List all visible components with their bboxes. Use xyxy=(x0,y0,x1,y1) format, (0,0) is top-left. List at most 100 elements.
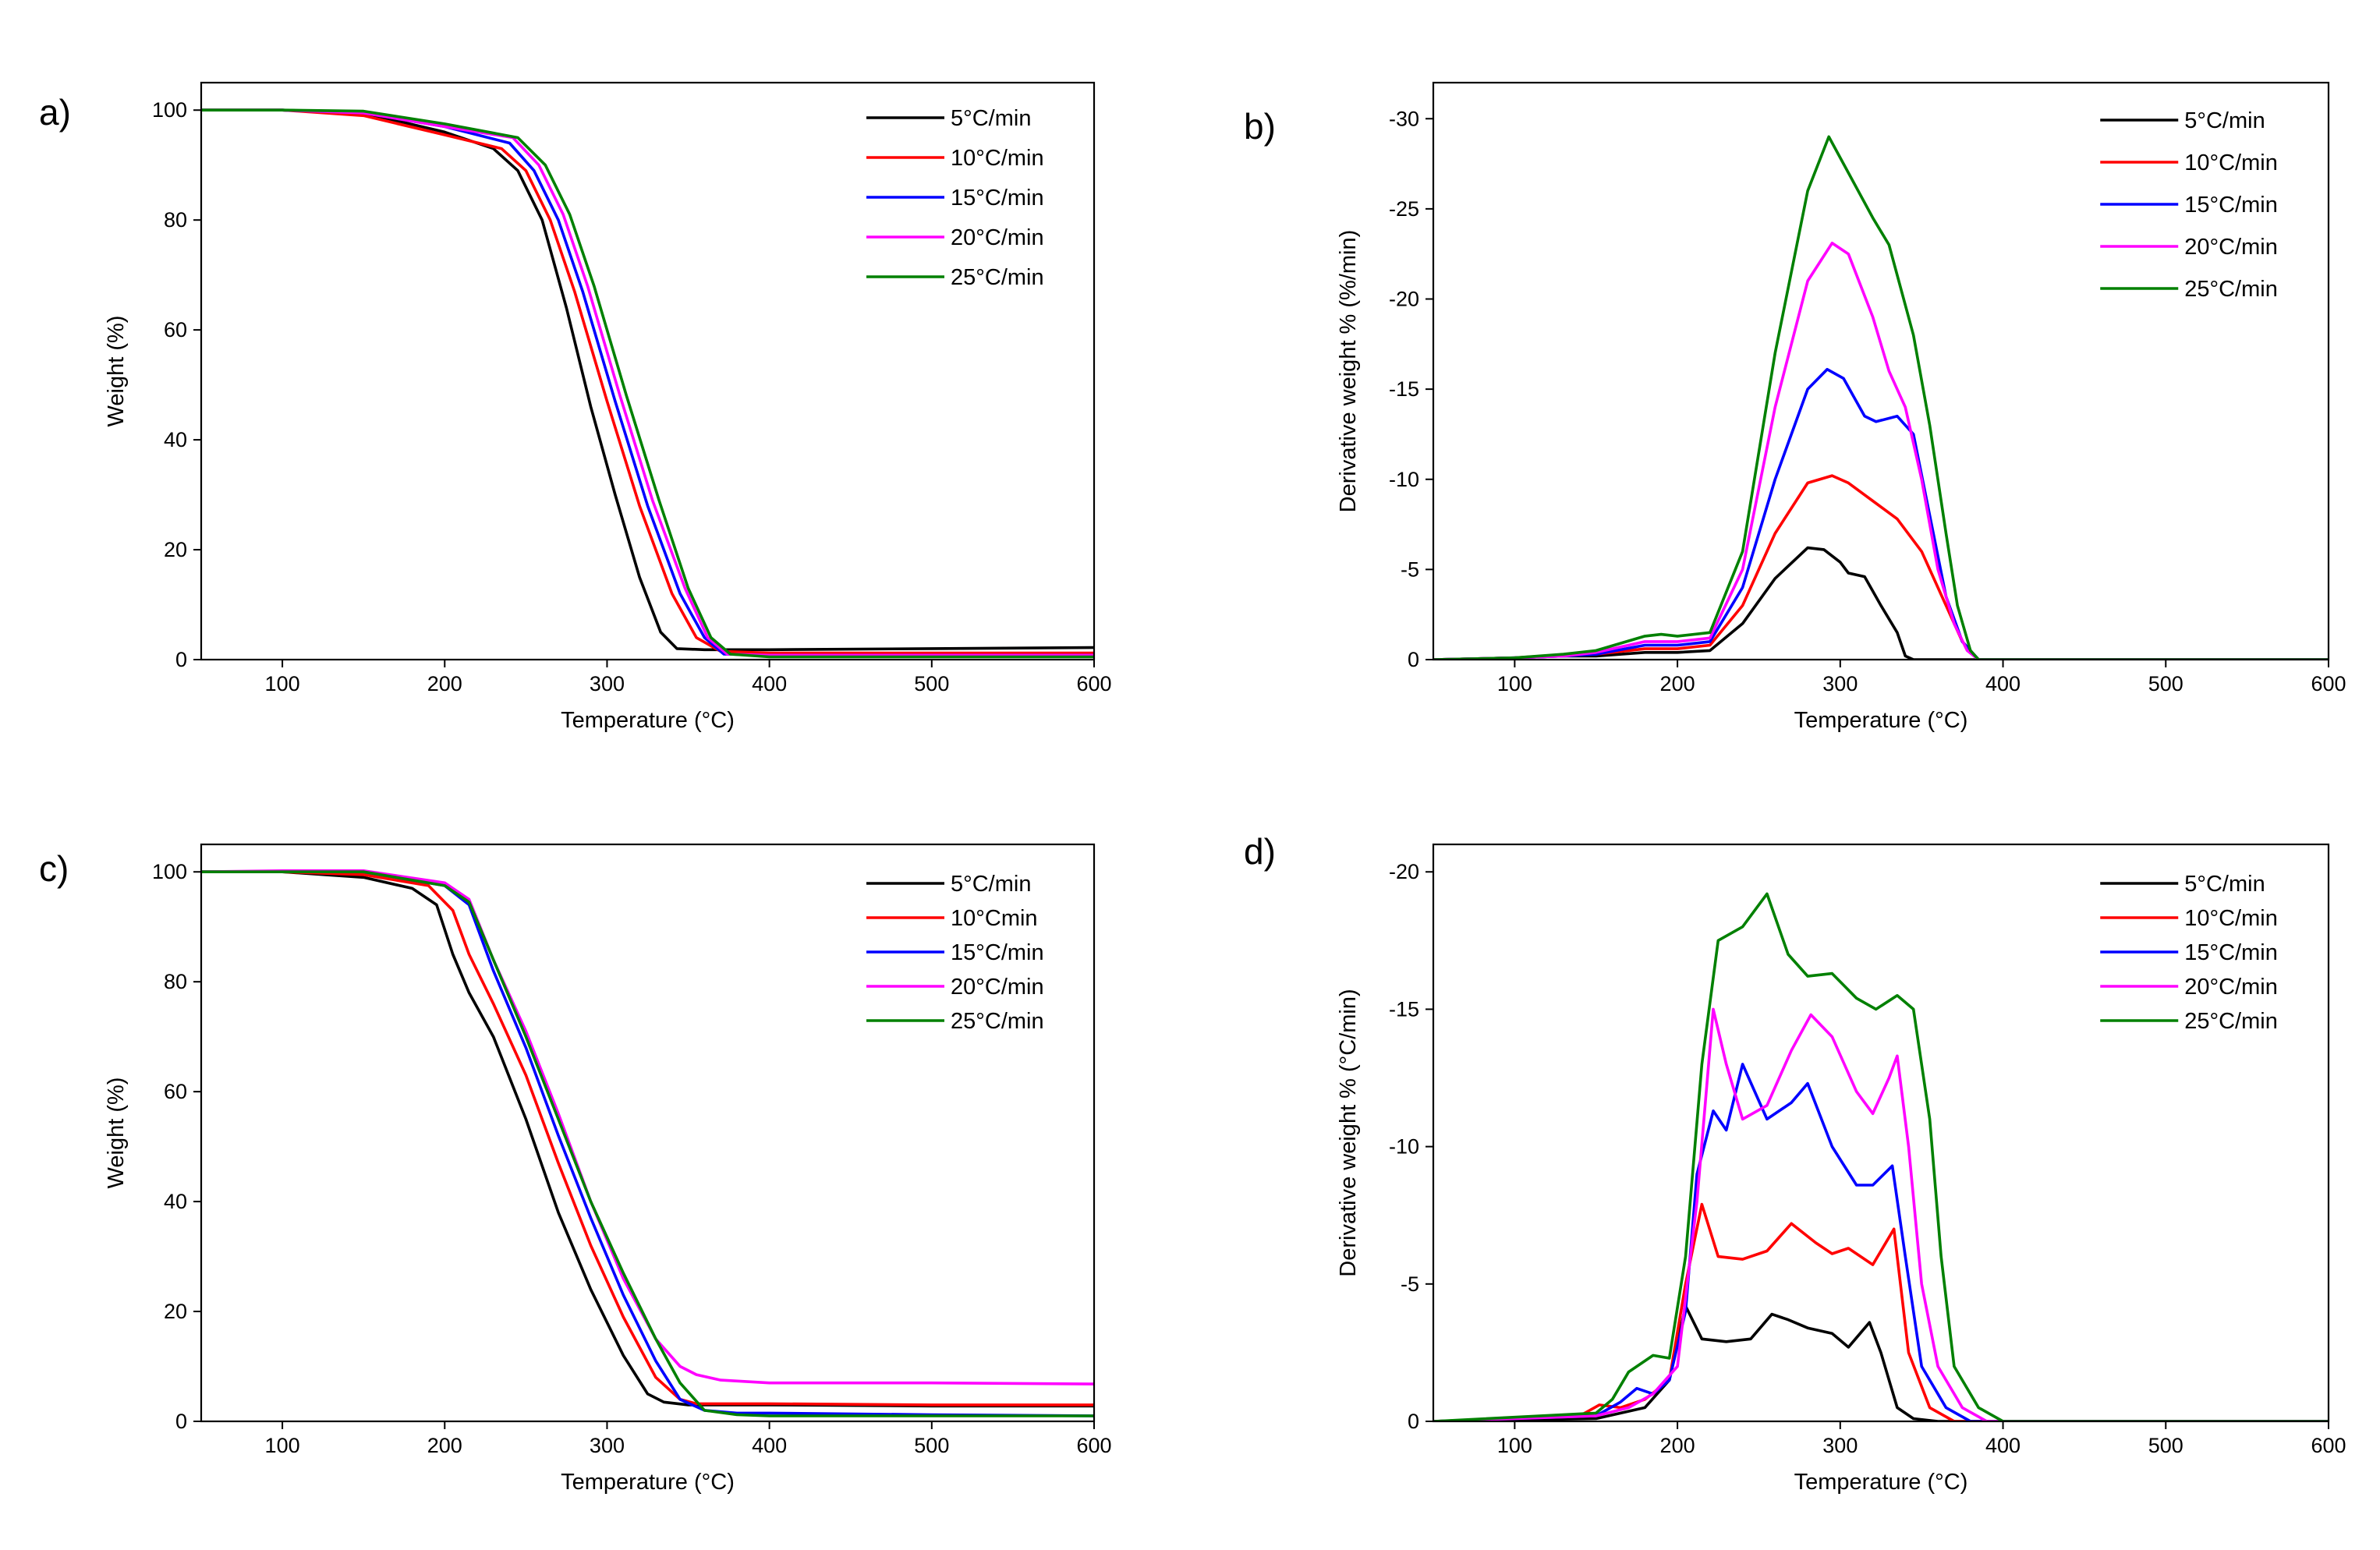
legend-label: 10°C/min xyxy=(2184,906,2278,931)
y-tick-label: 60 xyxy=(164,1080,187,1103)
y-axis-title: Derivative weight % (%/min) xyxy=(1336,230,1361,513)
legend-item: 10°C/min xyxy=(2100,150,2278,175)
y-tick-label: -10 xyxy=(1389,1135,1419,1159)
y-tick-label: 0 xyxy=(175,648,187,671)
plot-frame xyxy=(200,843,1096,1423)
legend-label: 20°C/min xyxy=(951,225,1044,250)
series-line-5-c-min xyxy=(1433,546,2329,660)
y-tick-label: 0 xyxy=(1408,648,1419,671)
legend-item: 10°C/min xyxy=(2100,906,2278,931)
x-tick-label: 100 xyxy=(265,672,300,695)
chart-panel-d: d) 100 200 300 400 500 600 0 -5 -10 -15 -20 Temperat… xyxy=(1244,831,2346,1495)
x-tick-label: 300 xyxy=(1822,1434,1858,1457)
y-axis-title: Weight (%) xyxy=(104,316,129,427)
legend-label: 15°C/min xyxy=(2184,193,2278,218)
y-tick-label: -5 xyxy=(1401,1272,1419,1296)
x-tick-label: 200 xyxy=(1660,1434,1695,1457)
chart-panel-a: a) 100 200 300 400 500 600 0 20 40 60 80 100 Temperat… xyxy=(39,81,1112,733)
series-line-15-c-min xyxy=(1433,367,2329,660)
y-tick-label: 80 xyxy=(164,208,187,232)
x-tick-label: 600 xyxy=(1076,672,1111,695)
y-tick-label: 0 xyxy=(175,1410,187,1433)
legend-item: 5°C/min xyxy=(2100,872,2265,897)
y-tick-label: 20 xyxy=(164,538,187,561)
y-tick-label: 40 xyxy=(164,1190,187,1213)
x-tick-label: 200 xyxy=(1660,672,1695,695)
legend-item: 25°C/min xyxy=(866,1009,1044,1034)
y-tick-label: 100 xyxy=(152,98,187,122)
legend-label: 5°C/min xyxy=(2184,108,2265,133)
series-group xyxy=(1433,135,2329,660)
y-tick-label: 60 xyxy=(164,318,187,341)
x-tick-label: 400 xyxy=(752,672,787,695)
panel-label: a) xyxy=(39,92,71,133)
y-tick-label: 40 xyxy=(164,428,187,451)
legend: 5°C/min 10°C/min 15°C/min 20°C/min 25°C/min xyxy=(2100,872,2278,1034)
x-tick-label: 600 xyxy=(2311,672,2346,695)
legend-item: 10°C/min xyxy=(866,146,1044,171)
legend-item: 20°C/min xyxy=(866,225,1044,250)
legend-label: 5°C/min xyxy=(2184,872,2265,897)
legend-item: 15°C/min xyxy=(2100,193,2278,218)
x-tick-label: 500 xyxy=(2148,1434,2183,1457)
x-axis-title: Temperature (°C) xyxy=(1794,708,1968,733)
x-tick-label: 200 xyxy=(427,672,462,695)
y-tick-label: -20 xyxy=(1389,860,1419,883)
x-axis-title: Temperature (°C) xyxy=(561,1470,735,1495)
plot-frame xyxy=(1432,81,2330,661)
chart-panel-c: c) 100 200 300 400 500 600 0 20 40 60 80 100 Temperat… xyxy=(39,843,1112,1495)
y-tick-label: -20 xyxy=(1389,288,1419,311)
legend-item: 25°C/min xyxy=(866,265,1044,290)
legend-label: 5°C/min xyxy=(951,106,1031,131)
x-tick-label: 300 xyxy=(1822,672,1858,695)
series-line-10-c-min xyxy=(1433,474,2329,660)
series-line-5-c-min xyxy=(1433,1304,2329,1421)
x-tick-label: 500 xyxy=(2148,672,2183,695)
y-tick-label: -5 xyxy=(1401,557,1419,581)
y-tick-label: -15 xyxy=(1389,997,1419,1021)
x-tick-label: 400 xyxy=(752,1434,787,1457)
x-tick-label: 100 xyxy=(265,1434,300,1457)
y-tick-label: 0 xyxy=(1408,1410,1419,1433)
series-line-15-c-min xyxy=(1433,1063,2329,1421)
legend: 5°C/min 10°C/min 15°C/min 20°C/min 25°C/min xyxy=(2100,108,2278,302)
legend: 5°C/min 10°C/min 15°C/min 20°C/min 25°C/min xyxy=(866,106,1044,290)
x-tick-label: 300 xyxy=(590,1434,625,1457)
y-tick-label: -25 xyxy=(1389,197,1419,221)
legend-label: 25°C/min xyxy=(951,1009,1044,1034)
series-group xyxy=(201,869,1094,1417)
legend-label: 10°C/min xyxy=(951,146,1044,171)
x-tick-label: 100 xyxy=(1497,1434,1532,1457)
legend: 5°C/min 10°Cmin 15°C/min 20°C/min 25°C/min xyxy=(866,872,1044,1034)
series-group xyxy=(201,108,1094,659)
series-group xyxy=(1433,892,2329,1421)
x-axis-title: Temperature (°C) xyxy=(1794,1470,1968,1495)
legend-label: 25°C/min xyxy=(2184,1009,2278,1034)
legend-item: 15°C/min xyxy=(866,186,1044,211)
legend-item: 20°C/min xyxy=(2100,235,2278,260)
plot-frame xyxy=(200,81,1096,661)
y-axis-title: Weight (%) xyxy=(104,1078,129,1189)
series-line-10-c-min xyxy=(201,108,1094,655)
legend-item: 15°C/min xyxy=(2100,940,2278,965)
series-line-20-c-min xyxy=(1433,242,2329,660)
legend-item: 20°C/min xyxy=(2100,975,2278,1000)
series-line-25-c-min xyxy=(201,108,1094,659)
legend-label: 20°C/min xyxy=(2184,975,2278,1000)
y-tick-label: 20 xyxy=(164,1300,187,1323)
chart-panel-b: b) 100 200 300 400 500 600 0 -5 -10 -15 -20 -25 -30 Te… xyxy=(1244,81,2346,733)
plot-frame xyxy=(1432,843,2330,1423)
series-line-10-cmin xyxy=(201,870,1094,1407)
panel-label: d) xyxy=(1244,831,1276,872)
legend-item: 25°C/min xyxy=(2100,1009,2278,1034)
x-tick-label: 400 xyxy=(1985,1434,2021,1457)
x-axis-title: Temperature (°C) xyxy=(561,708,735,733)
legend-item: 5°C/min xyxy=(866,872,1031,897)
legend-item: 5°C/min xyxy=(2100,108,2265,133)
legend-label: 15°C/min xyxy=(951,186,1044,211)
legend-label: 5°C/min xyxy=(951,872,1031,897)
panel-label: c) xyxy=(39,848,69,889)
series-line-20-c-min xyxy=(1433,1007,2329,1421)
series-line-10-c-min xyxy=(1433,1202,2329,1421)
